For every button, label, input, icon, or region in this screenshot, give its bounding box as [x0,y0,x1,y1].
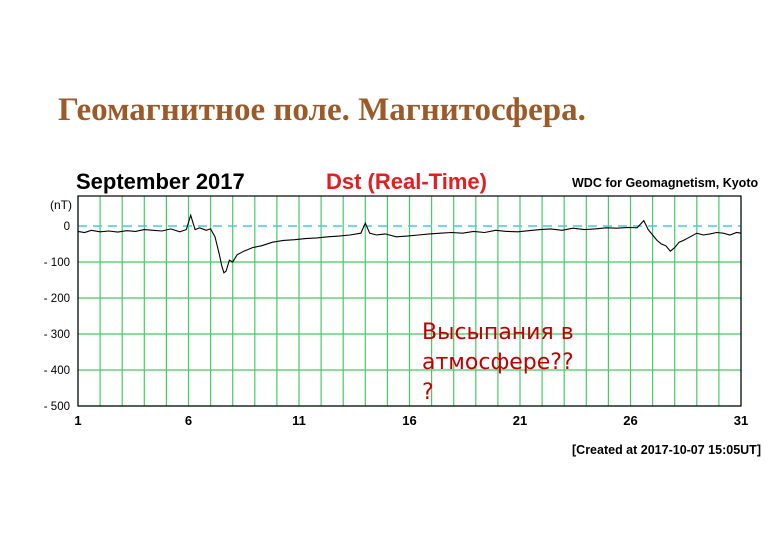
grid [77,196,742,407]
x-tick-label-5: 26 [623,413,637,428]
x-tick-label-1: 6 [185,413,192,428]
y-tick-label-5: - 500 [44,401,70,413]
x-tick-label-2: 11 [292,413,306,428]
slide-title: Геомагнитное поле. Магнитосфера. [58,92,586,128]
dst-series-line [77,213,742,274]
y-ticks: 0 - 100 - 200 - 300 - 400 - 500 [44,221,70,413]
y-tick-label-4: - 400 [44,365,70,377]
annotation-line-3: ? [422,380,434,405]
chart-title: Dst (Real-Time) [326,169,487,194]
created-label: [Created at 2017-10-07 15:05UT] [572,443,761,457]
annotation-line-2: атмосфере?? [422,350,574,375]
plot-frame [77,195,742,407]
x-tick-label-4: 21 [513,413,527,428]
y-tick-label-1: - 100 [44,257,70,269]
y-tick-label-2: - 200 [44,293,70,305]
y-tick-label-0: 0 [64,221,70,233]
x-tick-label-0: 1 [74,413,81,428]
chart-source: WDC for Geomagnetism, Kyoto [572,176,758,190]
x-ticks: 1 6 11 16 21 26 31 [74,413,748,428]
x-tick-label-3: 16 [402,413,416,428]
y-tick-label-3: - 300 [44,329,70,341]
y-axis-label: (nT) [50,198,72,212]
x-tick-label-6: 31 [734,413,748,428]
annotation-line-1: Высыпания в [422,320,574,345]
annotation: Высыпания в атмосфере?? ? [422,318,622,408]
chart-month-label: September 2017 [76,169,245,194]
